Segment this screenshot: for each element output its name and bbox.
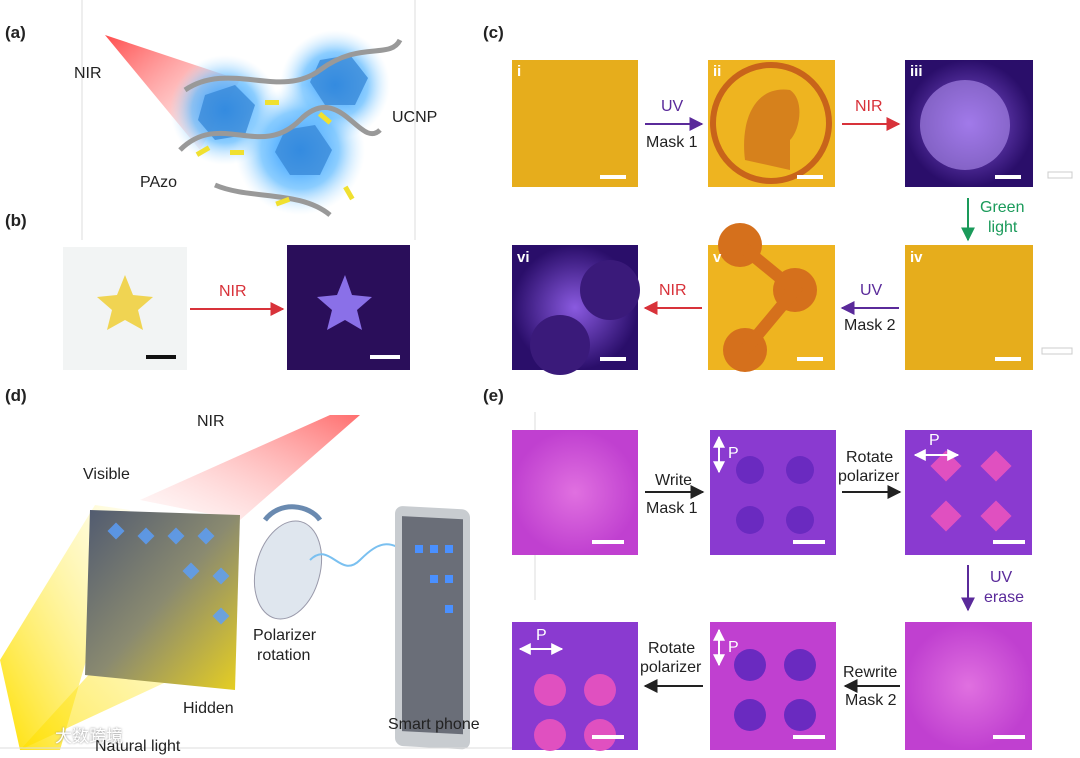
panel-label: (d) [5, 386, 27, 405]
step-label: Mask 2 [844, 317, 896, 334]
label: UCNP [392, 109, 438, 126]
label: NIR [74, 65, 102, 82]
step-label: NIR [659, 282, 687, 299]
step-label: Rotate [648, 640, 696, 657]
step-label: Mask 1 [646, 134, 698, 151]
polarizer-mark: P [728, 639, 739, 656]
image-label: iv [910, 249, 923, 266]
image-label: i [517, 63, 522, 80]
polarizer-mark: P [929, 432, 940, 449]
step-label: UV [661, 98, 684, 115]
label: rotation [257, 647, 311, 664]
panel-label: (e) [483, 386, 504, 405]
step-label: Mask 1 [646, 500, 698, 517]
step-label: Rotate [846, 449, 894, 466]
step-label: polarizer [838, 468, 900, 485]
label: Visible [83, 466, 130, 483]
polarizer-mark: P [536, 627, 547, 644]
label: Natural light [95, 738, 181, 755]
step-label: Write [655, 472, 693, 489]
watermark: 大数跨境 [55, 727, 123, 746]
label: Polarizer [253, 627, 317, 644]
label: Hidden [183, 700, 234, 717]
image-label: iii [910, 63, 923, 80]
label: Smart phone [388, 716, 480, 733]
label: NIR [197, 413, 225, 430]
panel-label: (b) [5, 211, 27, 230]
polarizer-mark: P [728, 445, 739, 462]
image-label: ii [713, 63, 722, 80]
step-label: erase [984, 589, 1025, 606]
image-label: vi [517, 249, 530, 266]
step-label: light [988, 219, 1018, 236]
step-label: Rewrite [843, 664, 898, 681]
label: PAzo [140, 174, 178, 191]
arrow-label: NIR [219, 283, 247, 300]
step-label: UV [860, 282, 883, 299]
step-label: Green [980, 199, 1025, 216]
step-label: NIR [855, 98, 883, 115]
step-label: polarizer [640, 659, 702, 676]
image-label: v [713, 249, 722, 266]
step-label: UV [990, 569, 1013, 586]
panel-label: (a) [5, 23, 26, 42]
step-label: Mask 2 [845, 692, 897, 709]
panel-label: (c) [483, 23, 504, 42]
